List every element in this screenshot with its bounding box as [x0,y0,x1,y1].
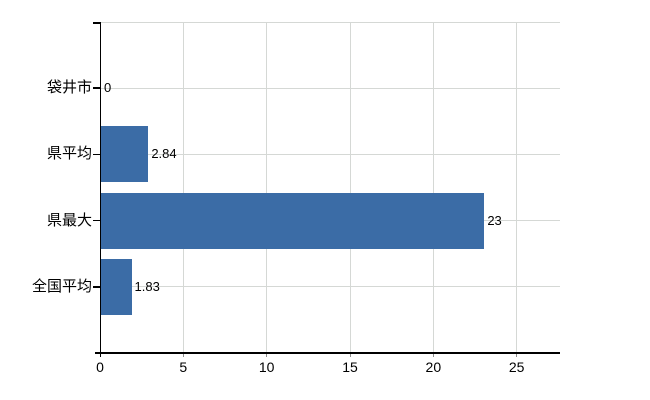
bar-value-label: 1.83 [134,278,160,294]
gridline-vertical [266,22,268,353]
row-gridline-horizontal [100,286,560,288]
x-tick-mark [432,353,434,357]
row-gridline-horizontal [100,87,560,89]
gridline-vertical [516,22,518,353]
gridline-vertical [432,22,434,353]
category-label: 県最大 [46,211,92,229]
bar-value-label: 2.84 [151,146,177,162]
y-tick-mark [93,153,100,156]
y-tick-mark [93,87,100,89]
x-tick-mark [349,353,351,357]
gridline-horizontal [100,22,560,23]
x-axis-tick-label: 20 [425,359,442,375]
gridline-vertical [182,22,184,353]
category-label: 袋井市 [46,79,92,97]
y-axis-top-tick-mark [93,22,100,24]
category-label: 県平均 [46,145,92,163]
x-axis-tick-label: 10 [258,359,275,375]
y-tick-mark [93,219,100,222]
x-axis-line [95,352,560,354]
bar-value-label: 0 [104,80,112,96]
x-tick-mark [516,353,518,357]
row-gridline-horizontal [100,153,560,155]
x-axis-tick-label: 0 [96,359,104,375]
category-label: 全国平均 [31,277,92,295]
x-axis-tick-label: 5 [179,359,188,375]
y-tick-mark [93,286,100,288]
x-axis-tick-label: 25 [508,359,525,375]
bar-value-label: 23 [487,212,502,228]
gridline-vertical [349,22,351,353]
bar [101,126,149,183]
bar [101,192,485,249]
bar [101,258,132,315]
x-axis-tick-label: 15 [342,359,358,375]
x-tick-mark [182,353,184,357]
y-axis-line [99,22,101,357]
x-tick-mark [266,353,268,357]
